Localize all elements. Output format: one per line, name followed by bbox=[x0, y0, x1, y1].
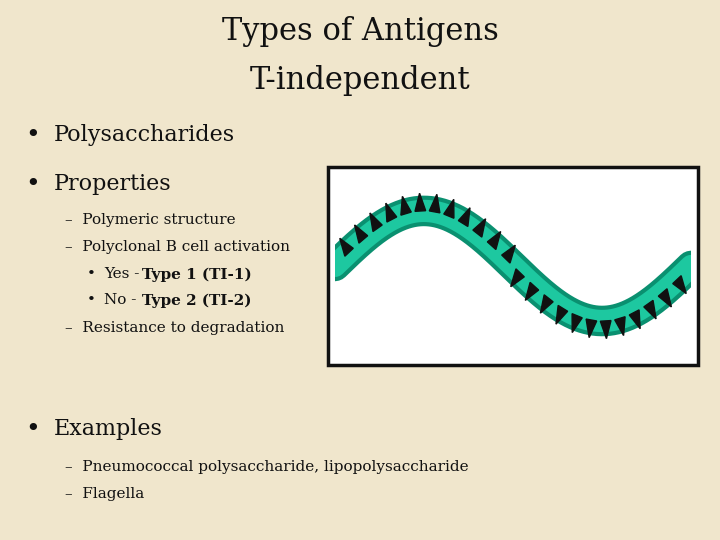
Polygon shape bbox=[444, 199, 454, 218]
Text: •: • bbox=[86, 293, 95, 307]
Polygon shape bbox=[541, 295, 553, 313]
Text: Type 1 (TI-1): Type 1 (TI-1) bbox=[142, 267, 251, 282]
Text: Polysaccharides: Polysaccharides bbox=[54, 124, 235, 146]
Text: •: • bbox=[25, 173, 40, 196]
Polygon shape bbox=[600, 321, 611, 339]
Polygon shape bbox=[386, 203, 397, 222]
Text: –  Resistance to degradation: – Resistance to degradation bbox=[65, 321, 284, 335]
Text: Type 2 (TI-2): Type 2 (TI-2) bbox=[142, 293, 251, 308]
Polygon shape bbox=[572, 314, 582, 333]
Text: Examples: Examples bbox=[54, 418, 163, 441]
Polygon shape bbox=[487, 232, 500, 249]
FancyBboxPatch shape bbox=[328, 167, 698, 364]
Polygon shape bbox=[370, 213, 382, 232]
Polygon shape bbox=[459, 208, 470, 226]
Polygon shape bbox=[629, 310, 640, 329]
Polygon shape bbox=[526, 282, 539, 300]
Text: Types of Antigens: Types of Antigens bbox=[222, 16, 498, 47]
Text: •: • bbox=[25, 418, 40, 442]
Text: Properties: Properties bbox=[54, 173, 171, 195]
Polygon shape bbox=[586, 319, 597, 338]
Polygon shape bbox=[644, 300, 656, 319]
Polygon shape bbox=[429, 194, 440, 213]
Polygon shape bbox=[615, 317, 625, 335]
Text: No -: No - bbox=[104, 293, 142, 307]
Text: •: • bbox=[86, 267, 95, 281]
Polygon shape bbox=[556, 306, 567, 324]
Text: T-independent: T-independent bbox=[250, 65, 470, 96]
Text: –  Pneumococcal polysaccharide, lipopolysaccharide: – Pneumococcal polysaccharide, lipopolys… bbox=[65, 460, 469, 474]
Polygon shape bbox=[354, 225, 368, 243]
Polygon shape bbox=[510, 269, 524, 287]
Polygon shape bbox=[473, 219, 485, 237]
Polygon shape bbox=[658, 289, 672, 307]
Text: •: • bbox=[25, 124, 40, 147]
Polygon shape bbox=[415, 193, 426, 211]
Polygon shape bbox=[401, 197, 411, 215]
Text: –  Polyclonal B cell activation: – Polyclonal B cell activation bbox=[65, 240, 289, 254]
Polygon shape bbox=[672, 276, 686, 294]
Text: Yes -: Yes - bbox=[104, 267, 140, 281]
Text: –  Flagella: – Flagella bbox=[65, 487, 144, 501]
Text: –  Polymeric structure: – Polymeric structure bbox=[65, 213, 235, 227]
Polygon shape bbox=[340, 238, 354, 256]
Polygon shape bbox=[502, 245, 516, 263]
